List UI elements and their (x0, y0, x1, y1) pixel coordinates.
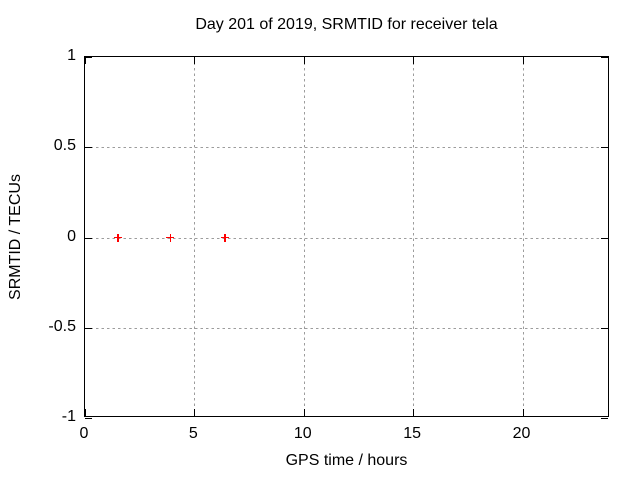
x-tick-top (85, 57, 86, 64)
plot-area (84, 56, 609, 419)
x-tick-bottom (522, 409, 524, 416)
x-gridline (303, 57, 305, 416)
y-tick-left (85, 418, 92, 419)
x-tick-bottom (194, 409, 196, 416)
x-tick-top (522, 57, 524, 64)
y-tick-label: 0.5 (53, 137, 76, 155)
y-tick-left (85, 237, 92, 239)
y-gridline (85, 327, 608, 329)
x-tick-label: 10 (293, 425, 312, 442)
y-tick-left (85, 327, 92, 329)
grid-layer (85, 57, 608, 416)
x-tick-bottom (85, 409, 86, 416)
data-point-plus-marker (166, 233, 175, 242)
y-tick-label: -1 (61, 408, 76, 425)
y-tick-left (85, 57, 92, 58)
chart-title: Day 201 of 2019, SRMTID for receiver tel… (195, 16, 498, 33)
y-tick-label: 1 (67, 47, 76, 64)
y-gridline (85, 147, 608, 149)
y-gridline (85, 237, 608, 239)
x-tick-label: 15 (403, 425, 422, 442)
y-tick-right (601, 327, 608, 329)
x-tick-label: 0 (79, 425, 89, 442)
data-point-plus-marker (221, 233, 229, 242)
x-tick-top (413, 57, 415, 64)
x-tick-bottom (303, 409, 305, 416)
x-tick-label: 20 (512, 425, 531, 442)
y-tick-right (601, 57, 608, 58)
y-tick-left (85, 147, 92, 149)
x-gridline (522, 57, 524, 416)
x-tick-top (194, 57, 196, 64)
y-tick-right (601, 237, 608, 239)
x-tick-bottom (413, 409, 415, 416)
x-tick-label: 5 (188, 425, 198, 442)
x-gridline (194, 57, 196, 416)
x-gridline (413, 57, 415, 416)
y-tick-label: -0.5 (48, 317, 76, 335)
y-tick-right (601, 418, 608, 419)
marker-vertical-bar (169, 233, 171, 242)
y-tick-right (601, 147, 608, 149)
x-axis-label: GPS time / hours (285, 452, 408, 469)
data-point-plus-marker (113, 233, 122, 242)
y-tick-label: 0 (67, 227, 76, 245)
x-tick-top (303, 57, 305, 64)
marker-vertical-bar (224, 233, 226, 242)
marker-layer (85, 57, 608, 416)
tick-layer (85, 57, 608, 419)
marker-vertical-bar (117, 233, 119, 242)
